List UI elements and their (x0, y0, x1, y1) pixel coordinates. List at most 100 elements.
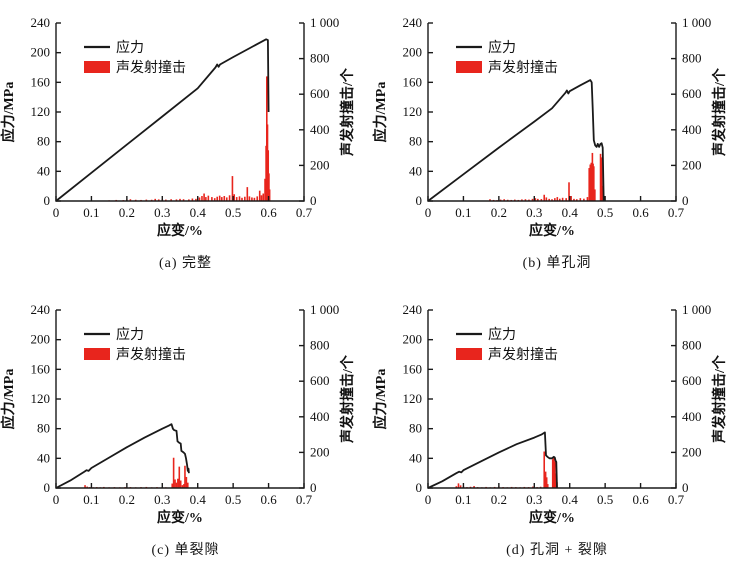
axes (426, 309, 677, 489)
y-left-axis-label: 应力/MPa (0, 82, 17, 143)
svg-text:0.5: 0.5 (225, 205, 241, 220)
svg-text:0.4: 0.4 (190, 205, 207, 220)
svg-text:1 000: 1 000 (682, 302, 711, 317)
svg-text:120: 120 (402, 104, 422, 119)
y-left-axis-label: 应力/MPa (0, 369, 17, 430)
stress-curve (426, 79, 605, 202)
svg-text:40: 40 (37, 163, 50, 178)
chart-a: 0 0.1 0.2 0.3 0.4 0.5 0.6 0.7 0 40 80 120 160 200 240 0… (0, 0, 371, 242)
stress-ae-chart-c: 0 0.1 0.2 0.3 0.4 0.5 0.6 0.7040801201602002400… (0, 302, 356, 526)
y-right-axis-label: 声发射撞击/个 (339, 354, 356, 444)
ae-hit-bars (488, 152, 603, 201)
svg-text:200: 200 (682, 444, 702, 459)
svg-text:400: 400 (310, 122, 330, 137)
panel-c: 0 0.1 0.2 0.3 0.4 0.5 0.6 0.7 0 40 80 120 160 200 240 0… (0, 287, 371, 575)
ae-hit-bars (108, 76, 271, 201)
legend-ae-label: 声发射撞击 (488, 347, 558, 363)
panel-b: 0 0.1 0.2 0.3 0.4 0.5 0.6 0.7 0 40 80 120 160 200 240 0… (371, 0, 743, 287)
svg-text:120: 120 (31, 104, 51, 119)
legend-ae-label: 声发射撞击 (116, 60, 186, 76)
svg-text:400: 400 (682, 409, 702, 424)
svg-text:800: 800 (682, 338, 702, 353)
x-axis-label: 应变/% (529, 222, 575, 239)
legend-stress-label: 应力 (488, 39, 516, 56)
stress-ae-chart-d: 0 0.1 0.2 0.3 0.4 0.5 0.6 0.7040801201602002400… (372, 302, 728, 526)
svg-text:0.1: 0.1 (83, 492, 99, 507)
svg-text:0: 0 (424, 492, 431, 507)
axes (426, 22, 677, 202)
svg-text:0.3: 0.3 (526, 492, 542, 507)
y-left-axis-label: 应力/MPa (372, 82, 389, 143)
chart-caption-b: (b) 单孔洞 (522, 256, 592, 271)
svg-text:0: 0 (53, 492, 60, 507)
legend-ae-swatch (84, 61, 110, 73)
svg-text:160: 160 (31, 74, 51, 89)
legend-ae-label: 声发射撞击 (116, 347, 186, 363)
svg-text:0.7: 0.7 (667, 492, 684, 507)
svg-text:0.4: 0.4 (561, 205, 578, 220)
svg-text:0.1: 0.1 (455, 205, 471, 220)
svg-text:200: 200 (402, 332, 422, 347)
svg-text:200: 200 (402, 45, 422, 60)
svg-text:800: 800 (682, 51, 702, 66)
chart-d: 0 0.1 0.2 0.3 0.4 0.5 0.6 0.7 0 40 80 120 160 200 240 0… (372, 287, 743, 529)
svg-text:800: 800 (310, 338, 330, 353)
stress-curve (427, 431, 558, 489)
svg-text:40: 40 (409, 163, 422, 178)
legend-ae-swatch (455, 61, 482, 73)
svg-text:0.4: 0.4 (190, 492, 207, 507)
svg-text:0.4: 0.4 (561, 492, 578, 507)
svg-text:120: 120 (31, 391, 51, 406)
axes (55, 309, 305, 489)
svg-text:200: 200 (31, 332, 51, 347)
svg-text:1 000: 1 000 (310, 15, 339, 30)
stress-ae-chart-b: 0 0.1 0.2 0.3 0.4 0.5 0.6 0.7040801201602002400… (372, 15, 728, 239)
chart-b: 0 0.1 0.2 0.3 0.4 0.5 0.6 0.7 0 40 80 120 160 200 240 0… (372, 0, 743, 242)
tick-labels: 0 0.1 0.2 0.3 0.4 0.5 0.6 0.7040801201602002400… (31, 15, 340, 220)
svg-text:0: 0 (682, 193, 689, 208)
svg-text:0: 0 (310, 480, 317, 495)
y-right-axis-label: 声发射撞击/个 (711, 67, 728, 157)
svg-text:0.1: 0.1 (83, 205, 99, 220)
tick-labels: 0 0.1 0.2 0.3 0.4 0.5 0.6 0.7040801201602002400… (402, 302, 711, 507)
x-axis-label: 应变/% (157, 222, 203, 239)
svg-text:40: 40 (37, 450, 50, 465)
svg-text:0.7: 0.7 (667, 205, 684, 220)
chart-c: 0 0.1 0.2 0.3 0.4 0.5 0.6 0.7 0 40 80 120 160 200 240 0… (0, 287, 371, 529)
stress-ae-chart-a: 0 0.1 0.2 0.3 0.4 0.5 0.6 0.7040801201602002400… (0, 15, 356, 239)
svg-text:40: 40 (409, 450, 422, 465)
svg-text:240: 240 (31, 302, 51, 317)
svg-text:600: 600 (310, 373, 330, 388)
svg-text:400: 400 (682, 122, 702, 137)
svg-text:0.6: 0.6 (260, 492, 277, 507)
x-axis-label: 应变/% (157, 509, 203, 526)
svg-text:240: 240 (402, 15, 422, 30)
svg-text:0: 0 (44, 480, 51, 495)
svg-text:0: 0 (415, 480, 422, 495)
svg-text:0.3: 0.3 (154, 492, 170, 507)
svg-text:0: 0 (424, 205, 431, 220)
ae-hit-bars (455, 451, 558, 488)
svg-text:0.7: 0.7 (296, 492, 313, 507)
svg-text:800: 800 (310, 51, 330, 66)
svg-text:0: 0 (415, 193, 422, 208)
svg-text:160: 160 (402, 74, 422, 89)
svg-text:0: 0 (44, 193, 51, 208)
svg-text:600: 600 (310, 86, 330, 101)
svg-text:1 000: 1 000 (310, 302, 339, 317)
x-axis-label: 应变/% (529, 509, 575, 526)
svg-text:1 000: 1 000 (682, 15, 711, 30)
svg-text:200: 200 (31, 45, 51, 60)
svg-text:0.5: 0.5 (597, 205, 613, 220)
svg-text:80: 80 (37, 421, 50, 436)
legend-ae-label: 声发射撞击 (488, 60, 558, 76)
svg-text:0.2: 0.2 (119, 492, 135, 507)
svg-text:200: 200 (310, 444, 330, 459)
svg-text:240: 240 (402, 302, 422, 317)
legend-ae-swatch (84, 348, 110, 360)
svg-text:0.2: 0.2 (490, 205, 506, 220)
svg-text:80: 80 (37, 134, 50, 149)
panel-a: 0 0.1 0.2 0.3 0.4 0.5 0.6 0.7 0 40 80 120 160 200 240 0… (0, 0, 371, 287)
